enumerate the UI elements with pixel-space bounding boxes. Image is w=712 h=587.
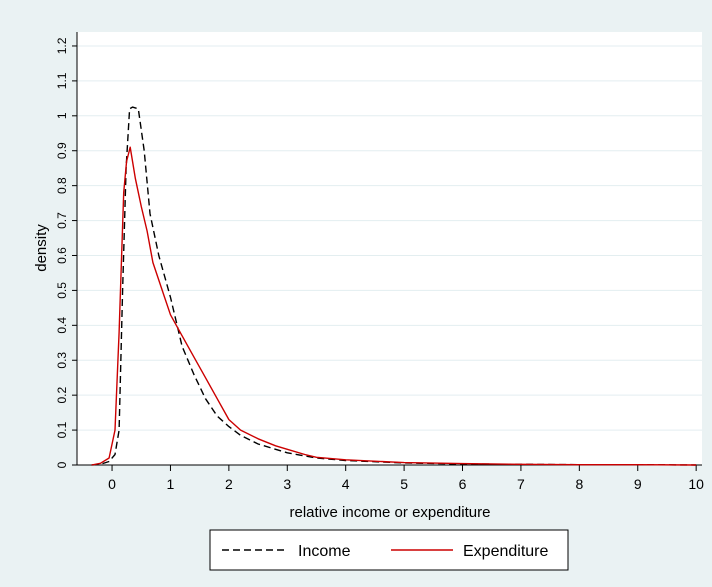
y-tick-label: 0.5	[55, 282, 69, 299]
y-tick-label: 0.7	[55, 212, 69, 229]
plot-area	[77, 32, 702, 465]
y-tick-label: 0.4	[55, 317, 69, 334]
y-tick-label: 0.9	[55, 142, 69, 159]
series-line-expenditure	[91, 146, 697, 466]
y-tick-label: 0.1	[55, 421, 69, 438]
x-tick-label: 2	[225, 476, 233, 492]
x-tick-label: 10	[688, 476, 704, 492]
y-tick-label: 1	[55, 112, 69, 119]
grid-lines	[77, 45, 702, 466]
x-axis-label: relative income or expenditure	[290, 504, 491, 521]
x-tick-label: 1	[167, 476, 175, 492]
series-line-income	[91, 106, 697, 466]
series-lines	[91, 106, 697, 466]
x-tick-label: 0	[108, 476, 116, 492]
y-tick-label: 0	[55, 461, 69, 468]
y-tick-label: 0.8	[55, 177, 69, 194]
x-tick-label: 6	[459, 476, 467, 492]
legend: Income Expenditure	[209, 529, 569, 571]
y-tick-label: 1.2	[55, 37, 69, 54]
x-tick-label: 9	[634, 476, 642, 492]
y-tick-label: 0.2	[55, 386, 69, 403]
x-tick-label: 5	[400, 476, 408, 492]
tick-labels: 0 0.1 0.2 0.3 0.4 0.5 0.6 0.7 0.8 0.9 1 1.1 1.2 0 1 2 3 4…	[55, 37, 704, 492]
x-tick-label: 8	[575, 476, 583, 492]
y-axis-label: density	[33, 224, 50, 272]
y-tick-label: 0.6	[55, 247, 69, 264]
x-tick-label: 7	[517, 476, 525, 492]
legend-label-income: Income	[298, 543, 351, 560]
y-tick-label: 1.1	[55, 72, 69, 89]
y-tick-label: 0.3	[55, 352, 69, 369]
legend-label-expenditure: Expenditure	[463, 543, 548, 560]
x-tick-label: 4	[342, 476, 350, 492]
x-tick-label: 3	[283, 476, 291, 492]
